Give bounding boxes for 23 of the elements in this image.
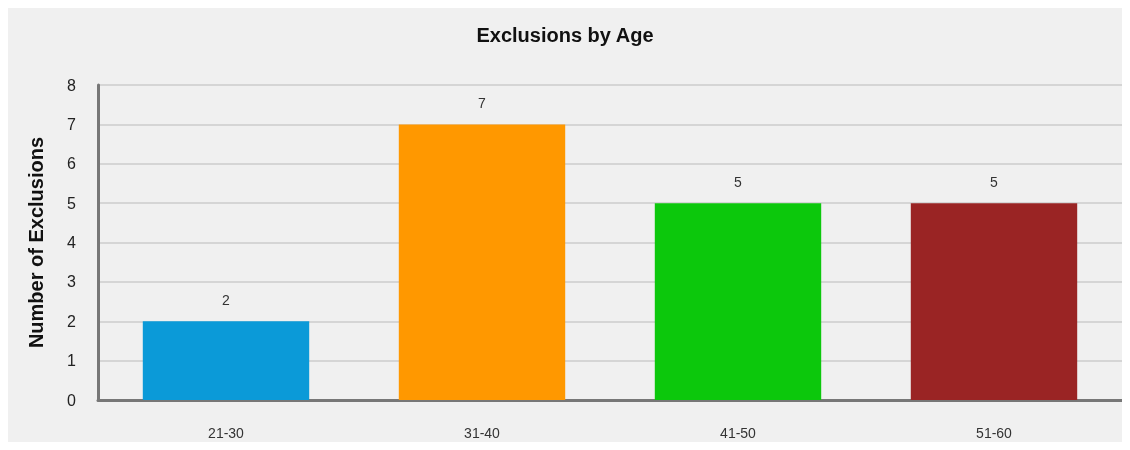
y-tick-label: 0 [67, 391, 77, 409]
y-tick-label: 5 [67, 194, 77, 212]
x-tick-label: 21-30 [208, 425, 245, 441]
y-tick-label: 6 [67, 155, 77, 173]
chart-title: Exclusions by Age [476, 24, 654, 46]
y-tick-label: 8 [67, 76, 77, 94]
data-label: 5 [734, 174, 743, 191]
bar [910, 203, 1078, 400]
y-tick-label: 7 [67, 115, 77, 133]
y-tick-label: 1 [67, 352, 77, 370]
data-label: 7 [478, 95, 487, 112]
bar [398, 124, 566, 400]
bar [654, 203, 822, 400]
x-tick-label: 51-60 [976, 425, 1013, 441]
y-tick-label: 2 [67, 312, 77, 330]
data-label: 5 [990, 174, 999, 191]
data-label: 2 [222, 292, 231, 309]
x-tick-label: 41-50 [720, 425, 757, 441]
y-tick-label: 3 [67, 273, 77, 291]
bar [142, 321, 310, 400]
y-tick-label: 4 [67, 234, 77, 251]
x-tick-label: 31-40 [464, 425, 501, 441]
y-axis-title: Number of Exclusions [25, 136, 47, 349]
